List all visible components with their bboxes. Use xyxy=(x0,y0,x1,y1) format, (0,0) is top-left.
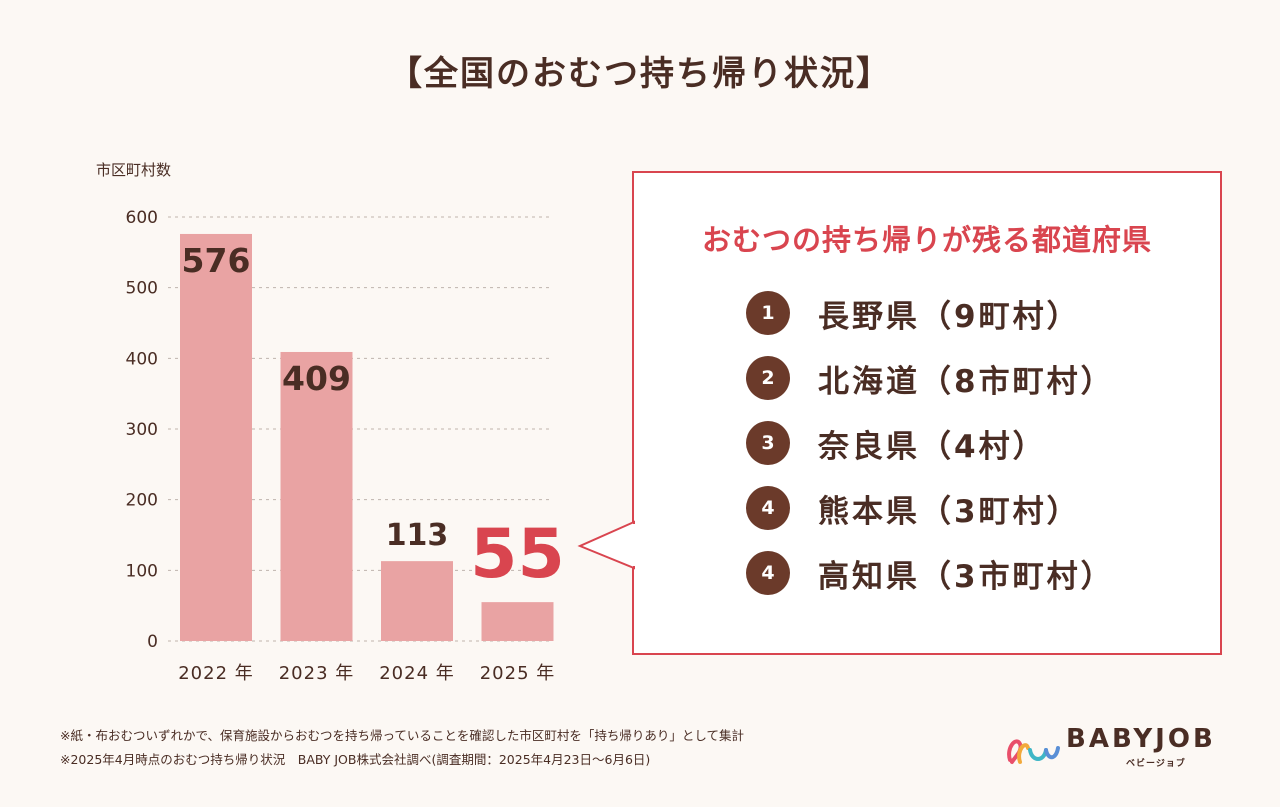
data-label: 113 xyxy=(386,518,449,553)
logo-mark-icon xyxy=(1007,739,1060,764)
y-tick-label: 400 xyxy=(126,349,158,369)
footnotes: ※紙・布おむついずれかで、保育施設からおむつを持ち帰っていることを確認した市区町… xyxy=(60,724,744,772)
logo-wordmark: BABYJOB xyxy=(1066,724,1216,754)
y-tick-label: 300 xyxy=(126,420,158,440)
ranking-panel: おむつの持ち帰りが残る都道府県 1 長野県（9町村） 2 北海道（8市町村） 3… xyxy=(632,171,1222,655)
x-tick-label: 2025 年 xyxy=(480,663,556,684)
data-label: 576 xyxy=(182,241,251,280)
y-tick-label: 100 xyxy=(126,561,158,581)
prefecture-label: 北海道（8市町村） xyxy=(818,363,1115,400)
panel-heading: おむつの持ち帰りが残る都道府県 xyxy=(701,223,1152,257)
x-tick-label: 2024 年 xyxy=(379,663,455,684)
prefecture-label: 高知県（3市町村） xyxy=(818,558,1115,595)
y-tick-label: 600 xyxy=(126,208,158,228)
ranking-item: 2 北海道（8市町村） xyxy=(746,356,1115,400)
ranking-list: 1 長野県（9町村） 2 北海道（8市町村） 3 奈良県（4村） 4 熊本県（3… xyxy=(746,291,1115,616)
bar xyxy=(180,233,252,641)
ranking-item: 4 高知県（3市町村） xyxy=(746,551,1115,595)
y-tick-label: 500 xyxy=(126,279,158,299)
page-title: 【全国のおむつ持ち帰り状況】 xyxy=(388,54,892,94)
y-tick-label: 200 xyxy=(126,491,158,511)
callout-pointer xyxy=(577,520,636,570)
data-label: 409 xyxy=(282,359,351,398)
data-label: 55 xyxy=(470,515,565,594)
x-tick-label: 2023 年 xyxy=(279,663,355,684)
rank-badge: 4 xyxy=(746,551,790,595)
logo-subtext: ベビージョブ xyxy=(1126,759,1186,769)
bar xyxy=(481,602,554,641)
brand-logo: BABYJOB ベビージョブ xyxy=(1004,722,1234,772)
rank-badge: 4 xyxy=(746,486,790,530)
rank-badge: 2 xyxy=(746,356,790,400)
y-axis-label: 市区町村数 xyxy=(96,161,171,179)
prefecture-label: 熊本県（3町村） xyxy=(818,493,1081,530)
ranking-item: 3 奈良県（4村） xyxy=(746,421,1115,465)
rank-badge: 1 xyxy=(746,291,790,335)
bar-chart: 市区町村数 0 100 200 300 400 500 600 576 2022 年 409 2023… xyxy=(96,161,565,684)
prefecture-label: 奈良県（4村） xyxy=(818,428,1047,465)
ranking-item: 4 熊本県（3町村） xyxy=(746,486,1115,530)
footnote: ※2025年4月時点のおむつ持ち帰り状況 BABY JOB株式会社調べ(調査期間… xyxy=(60,752,651,767)
ranking-item: 1 長野県（9町村） xyxy=(746,291,1115,335)
x-tick-label: 2022 年 xyxy=(178,663,254,684)
bar xyxy=(381,561,453,641)
footnote: ※紙・布おむついずれかで、保育施設からおむつを持ち帰っていることを確認した市区町… xyxy=(60,728,744,743)
y-tick-label: 0 xyxy=(147,632,158,652)
rank-badge: 3 xyxy=(746,421,790,465)
prefecture-label: 長野県（9町村） xyxy=(818,298,1081,335)
bar xyxy=(280,351,353,641)
